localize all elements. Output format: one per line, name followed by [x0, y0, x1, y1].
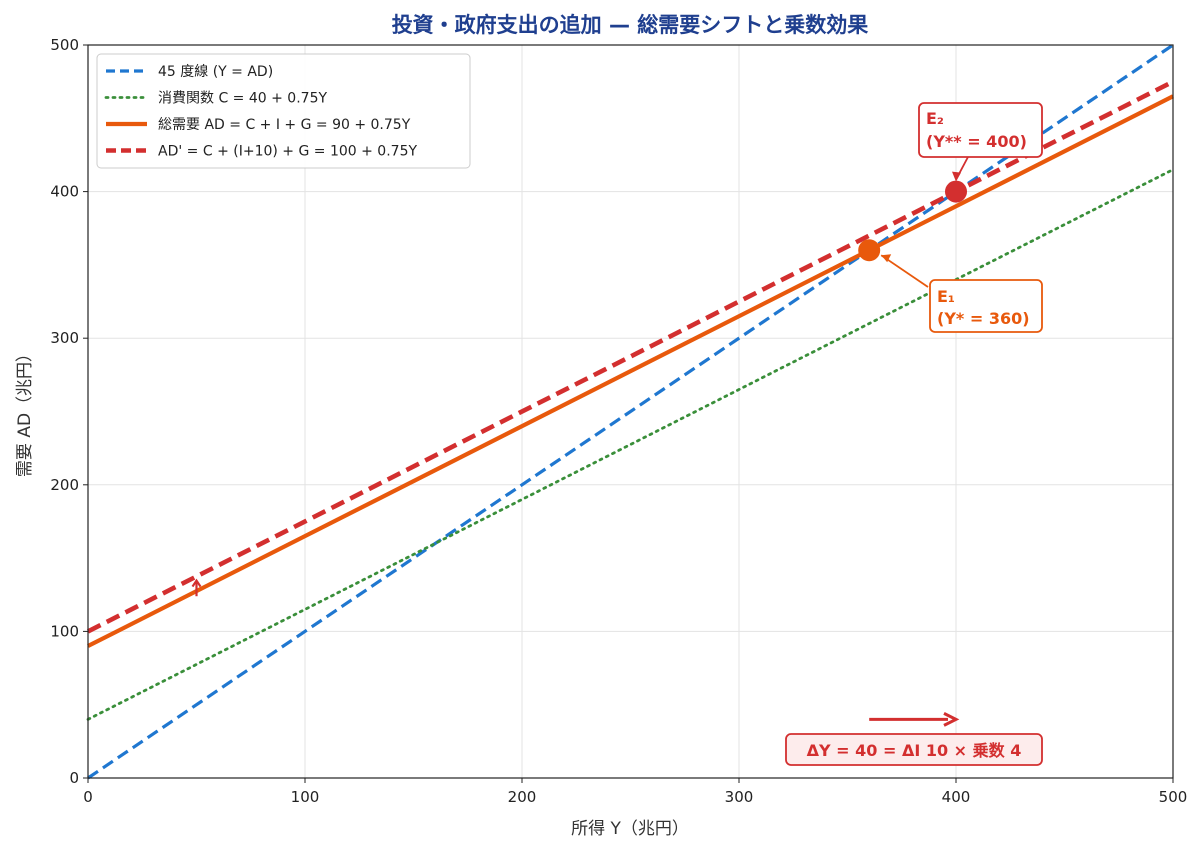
legend-label-3: 総需要 AD = C + I + G = 90 + 0.75Y [158, 117, 411, 133]
e1-callout-line [880, 254, 929, 288]
legend-label-4: AD' = C + (I+10) + G = 100 + 0.75Y [158, 144, 417, 160]
series-line-3 [87, 94, 1174, 648]
e1-label-value: (Y* = 360) [937, 309, 1030, 328]
y-tick-label: 100 [50, 622, 79, 640]
legend-label-2: 消費関数 C = 40 + 0.75Y [158, 91, 327, 107]
annotations: E₁ (Y* = 360) E₂ (Y** = 400) ΔY = 40 = ΔI 10… [191, 102, 1043, 766]
e2-callout-arrowhead [952, 171, 961, 182]
e1-callout-arrowhead [881, 254, 892, 263]
chart-title: 投資・政府支出の追加 — 総需要シフトと乗数効果 [392, 13, 869, 37]
y-tick-label: 500 [50, 36, 79, 54]
legend-box [96, 53, 471, 169]
x-tick-label: 200 [508, 788, 537, 806]
multiplier-box [785, 733, 1043, 766]
y-axis-label: 需要 AD（兆円） [15, 345, 35, 477]
shift-arrow-head [191, 578, 202, 588]
y-tick-label: 200 [50, 476, 79, 494]
y-tick-label: 0 [69, 769, 79, 787]
x-tick-label: 300 [725, 788, 754, 806]
series-line-1 [87, 43, 1174, 780]
delta-arrow-head [943, 712, 960, 727]
y-tick-label: 300 [50, 329, 79, 347]
ticks: 0 100 200 300 400 500 0 100 200 300 400 500 [50, 36, 1187, 806]
legend-label-1: 45 度線 (Y = AD) [158, 64, 273, 80]
e2-label-name: E₂ [926, 109, 944, 128]
series-layer [86, 43, 1175, 780]
plot-frame [87, 44, 1174, 779]
series-line-2 [86, 168, 1175, 721]
point-e2 [945, 180, 967, 203]
legend: 45 度線 (Y = AD) 消費関数 C = 40 + 0.75Y 総需要 AD … [96, 53, 471, 169]
e1-label-box [929, 279, 1043, 333]
y-tick-label: 400 [50, 183, 79, 201]
e2-label-box [918, 102, 1043, 158]
x-axis-label: 所得 Y（兆円） [571, 819, 689, 839]
point-e1 [858, 239, 881, 262]
e1-label-name: E₁ [937, 287, 955, 306]
x-tick-label: 400 [942, 788, 971, 806]
x-tick-label: 500 [1159, 788, 1188, 806]
e2-label-value: (Y** = 400) [926, 132, 1027, 151]
x-tick-label: 100 [291, 788, 320, 806]
series-line-4 [86, 79, 1175, 634]
multiplier-text: ΔY = 40 = ΔI 10 × 乗数 4 [807, 741, 1022, 760]
x-tick-label: 0 [83, 788, 93, 806]
